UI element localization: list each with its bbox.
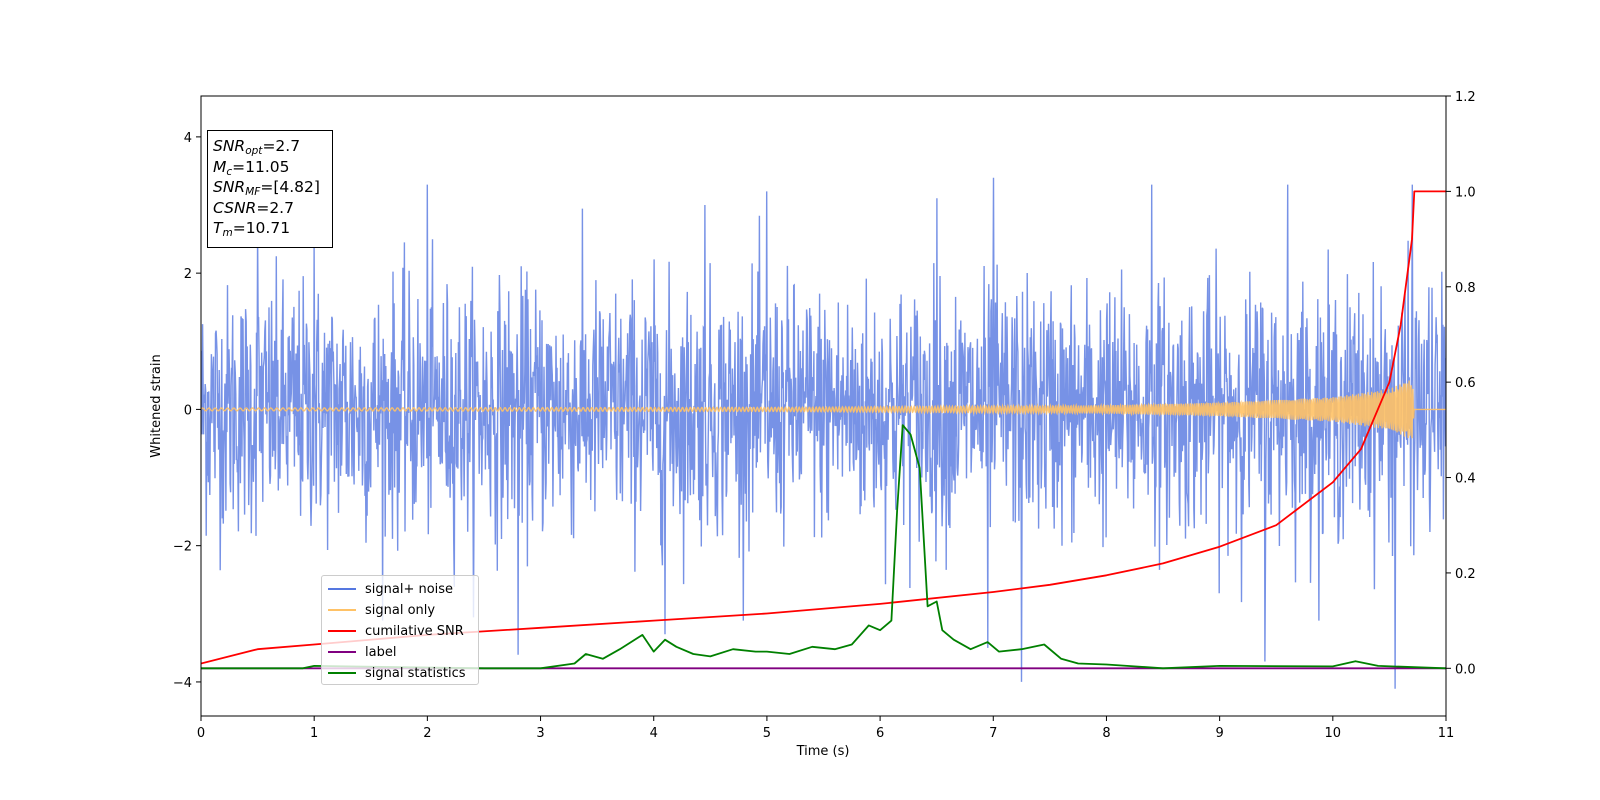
legend: signal+ noise signal only cumilative SNR… — [321, 575, 479, 685]
y-tick-label: 0 — [184, 403, 192, 418]
x-tick-label: 6 — [876, 726, 884, 741]
y2-tick-label: 0.6 — [1455, 376, 1476, 391]
x-tick-label: 0 — [197, 726, 205, 741]
series-signal-noise — [201, 177, 1446, 689]
snr-mf-row: SNRMF=[4.82] — [213, 178, 320, 198]
csnr-value: =2.7 — [256, 198, 294, 217]
x-tick-label: 7 — [989, 726, 997, 741]
legend-label: signal statistics — [365, 665, 466, 681]
x-tick-label: 3 — [536, 726, 544, 741]
y-tick-label: −4 — [173, 676, 192, 691]
stats-annotation-box: SNRopt=2.7 Mc=11.05 SNRMF=[4.82] CSNR=2.… — [207, 130, 333, 248]
y2-tick-label: 0.8 — [1455, 281, 1476, 296]
x-tick-label: 11 — [1438, 726, 1455, 741]
y-tick-label: −2 — [173, 540, 192, 555]
y-tick-label: 2 — [184, 267, 192, 282]
mc-value: =11.05 — [232, 157, 290, 176]
mc-row: Mc=11.05 — [213, 157, 290, 178]
x-tick-label: 4 — [650, 726, 658, 741]
x-tick-label: 1 — [310, 726, 318, 741]
x-tick-label: 10 — [1325, 726, 1342, 741]
series-signal-only — [201, 380, 1446, 439]
legend-entry-label: label — [328, 643, 396, 661]
legend-entry-cumulative-snr: cumilative SNR — [328, 622, 464, 640]
y2-tick-label: 0.0 — [1455, 662, 1476, 677]
tm-value: =10.71 — [232, 219, 291, 237]
csnr-row: CSNR=2.7 — [213, 198, 294, 217]
legend-swatch — [328, 630, 356, 632]
y2-tick-label: 0.2 — [1455, 567, 1476, 582]
legend-swatch — [328, 651, 356, 653]
series-signal-statistics — [201, 424, 1446, 670]
legend-swatch — [328, 588, 356, 590]
x-tick-label: 8 — [1102, 726, 1110, 741]
x-tick-label: 9 — [1215, 726, 1223, 741]
legend-label: label — [365, 644, 397, 660]
legend-label: signal+ noise — [365, 581, 454, 597]
legend-swatch — [328, 609, 356, 611]
legend-entry-signal-noise: signal+ noise — [328, 580, 453, 598]
legend-label: cumilative SNR — [365, 623, 464, 639]
snr-opt-value: =2.7 — [262, 137, 301, 155]
legend-entry-signal-only: signal only — [328, 601, 435, 619]
y2-tick-label: 1.0 — [1455, 185, 1476, 200]
tm-row: Tm=10.71 — [213, 219, 291, 239]
y2-tick-label: 1.2 — [1455, 90, 1476, 105]
x-axis-label: Time (s) — [796, 744, 850, 759]
snr-mf-value: =[4.82] — [260, 178, 320, 196]
y-tick-label: 4 — [184, 131, 192, 146]
y-axis-label: Whitened strain — [149, 354, 164, 457]
snr-opt-row: SNRopt=2.7 — [213, 137, 301, 157]
y2-tick-label: 0.4 — [1455, 472, 1476, 487]
x-tick-label: 5 — [763, 726, 771, 741]
legend-swatch — [328, 672, 356, 674]
legend-label: signal only — [365, 602, 436, 618]
plot-frame — [200, 95, 1447, 717]
x-tick-label: 2 — [423, 726, 431, 741]
legend-entry-signal-statistics: signal statistics — [328, 664, 466, 682]
